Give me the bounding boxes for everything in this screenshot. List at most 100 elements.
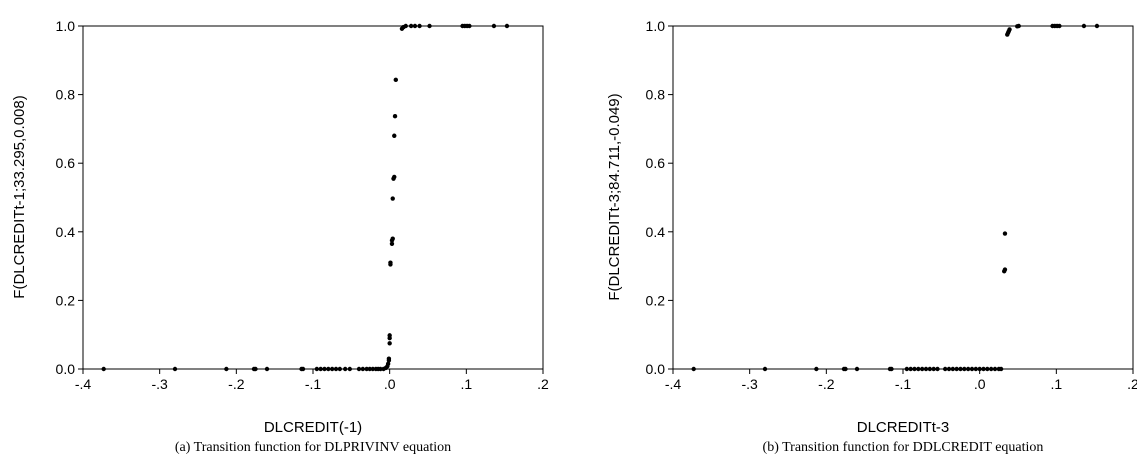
data-point-a: [253, 366, 258, 372]
data-point-a: [392, 174, 397, 180]
data-point-b: [962, 366, 967, 372]
data-point-b: [954, 366, 959, 372]
data-point-a: [224, 366, 229, 372]
data-point-a: [388, 260, 393, 265]
y-tick-label-a: 0.4: [56, 224, 76, 240]
data-point-b: [762, 366, 768, 372]
x-tick-label-b: -.4: [665, 376, 682, 392]
x-axis-label-b: DLCREDITt-3: [857, 419, 950, 436]
y-axis-label-a: F(DLCREDITt-1;33.295,0.008): [11, 95, 28, 298]
data-point-b: [1094, 23, 1100, 29]
data-point-b: [969, 366, 975, 372]
data-point-b: [992, 366, 998, 372]
data-point-a: [347, 366, 352, 372]
data-point-b: [923, 366, 929, 372]
y-tick-label-a: 1.0: [56, 18, 76, 34]
data-point-b: [814, 366, 819, 372]
data-point-a: [387, 333, 392, 338]
data-point-a: [412, 23, 418, 29]
data-point-a: [385, 361, 391, 367]
data-point-a: [392, 114, 398, 119]
data-point-a: [360, 366, 366, 372]
data-point-a: [491, 23, 497, 29]
data-point-b: [985, 366, 990, 372]
data-point-b: [1016, 23, 1021, 29]
data-point-b: [998, 366, 1004, 372]
y-tick-label-a: 0.6: [56, 155, 76, 171]
x-tick-label-a: -.3: [151, 376, 168, 392]
data-point-a: [343, 366, 348, 372]
data-point-b: [965, 366, 971, 372]
y-tick-label-b: 0.0: [646, 361, 666, 377]
chart-a: DLCREDIT(-1) F(DLCREDITt-1;33.295,0.008)…: [11, 18, 549, 455]
data-point-a: [390, 236, 395, 241]
data-point-a: [322, 366, 327, 372]
data-point-a: [356, 366, 362, 372]
x-tick-label-b: .0: [974, 376, 986, 392]
y-tick-label-a: 0.8: [56, 87, 76, 103]
data-point-b: [950, 366, 956, 372]
data-point-b: [942, 366, 948, 372]
data-point-a: [504, 23, 510, 29]
x-tick-label-b: -.2: [818, 376, 835, 392]
y-axis-label-b: F(DLCREDITt-3;84.711,-0.049): [606, 93, 623, 300]
x-axis-label-a: DLCREDIT(-1): [264, 419, 362, 436]
caption-a: (a) Transition function for DLPRIVINV eq…: [175, 440, 451, 455]
data-point-a: [403, 23, 408, 29]
data-point-a: [101, 366, 106, 372]
data-point-a: [389, 241, 395, 247]
y-tick-label-b: 1.0: [646, 18, 666, 34]
data-point-a: [364, 366, 369, 372]
data-point-a: [392, 133, 397, 138]
x-tick-label-a: .2: [537, 376, 549, 392]
data-point-b: [927, 366, 933, 372]
y-tick-label-b: 0.8: [646, 87, 666, 103]
x-tick-label-a: .1: [460, 376, 472, 392]
x-tick-label-b: -.3: [741, 376, 758, 392]
data-point-a: [393, 77, 398, 83]
data-point-a: [417, 23, 422, 29]
data-point-a: [467, 23, 472, 29]
data-point-a: [386, 356, 392, 361]
data-point-b: [973, 366, 979, 372]
data-point-a: [300, 366, 306, 372]
data-point-b: [1007, 27, 1012, 32]
data-point-a: [337, 366, 343, 372]
data-point-b: [958, 366, 963, 372]
data-point-b: [1081, 23, 1087, 29]
data-point-b: [904, 366, 910, 372]
x-tick-label-a: -.1: [305, 376, 322, 392]
data-point-a: [427, 23, 432, 29]
chart-b: DLCREDITt-3 F(DLCREDITt-3;84.711,-0.049)…: [606, 18, 1137, 455]
y-tick-label-b: 0.6: [646, 155, 666, 171]
data-point-a: [370, 366, 375, 372]
data-point-a: [314, 366, 320, 372]
data-point-a: [367, 366, 372, 372]
y-tick-label-b: 0.2: [646, 292, 666, 308]
data-point-b: [935, 366, 940, 372]
plot-frame-b: [672, 25, 1134, 370]
data-point-b: [916, 366, 921, 372]
data-point-a: [264, 366, 270, 372]
data-point-b: [946, 366, 952, 372]
data-point-b: [691, 366, 696, 372]
x-tick-label-b: .1: [1050, 376, 1062, 392]
data-point-b: [981, 366, 986, 372]
data-point-a: [333, 366, 339, 372]
y-tick-label-a: 0.2: [56, 292, 76, 308]
data-point-a: [378, 366, 383, 372]
data-point-b: [908, 366, 913, 372]
x-tick-label-a: -.4: [75, 376, 92, 392]
x-tick-label-b: -.1: [895, 376, 912, 392]
data-point-b: [919, 366, 925, 372]
data-point-a: [390, 196, 395, 201]
data-point-b: [931, 366, 936, 372]
plot-frame-a: [82, 25, 544, 370]
data-point-b: [912, 366, 917, 372]
data-point-b: [1002, 231, 1008, 236]
y-tick-label-b: 0.4: [646, 224, 666, 240]
caption-b: (b) Transition function for DDLCREDIT eq…: [763, 440, 1044, 455]
data-point-a: [326, 366, 331, 372]
data-point-b: [1057, 23, 1062, 29]
